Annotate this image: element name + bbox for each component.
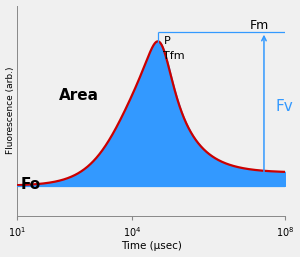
Text: Area: Area [58,88,98,103]
Text: Fm: Fm [250,19,269,32]
Text: Tfm: Tfm [164,51,185,61]
Text: P: P [164,36,170,46]
Text: Fv: Fv [275,99,293,114]
Y-axis label: Fluorescence (arb.): Fluorescence (arb.) [6,67,15,154]
Text: Fo: Fo [20,177,40,192]
X-axis label: Time (μsec): Time (μsec) [121,241,182,251]
